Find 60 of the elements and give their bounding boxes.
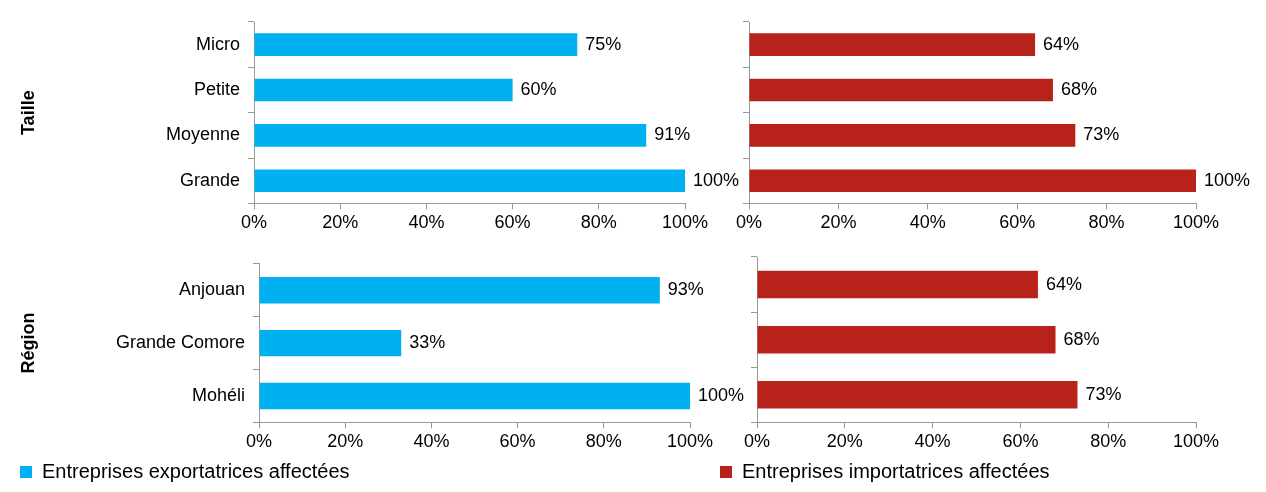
x-tick-label: 100% bbox=[1172, 431, 1220, 452]
x-tick-label: 20% bbox=[826, 431, 863, 452]
bar bbox=[259, 329, 402, 357]
data-label: 64% bbox=[1045, 273, 1082, 294]
data-label: 73% bbox=[1085, 383, 1122, 404]
y-tick-label: Petite bbox=[193, 78, 240, 99]
x-tick-label: 0% bbox=[743, 431, 771, 452]
data-label: 100% bbox=[1204, 169, 1251, 190]
x-tick-label: 40% bbox=[909, 212, 946, 233]
x-tick-label: 60% bbox=[499, 431, 536, 452]
x-tick-label: 60% bbox=[999, 212, 1036, 233]
x-tick-label: 60% bbox=[1002, 431, 1039, 452]
data-label: 100% bbox=[693, 169, 740, 190]
data-label: 68% bbox=[1063, 328, 1100, 349]
bar bbox=[254, 33, 578, 57]
x-tick-label: 20% bbox=[327, 431, 364, 452]
data-label: 73% bbox=[1083, 124, 1120, 145]
x-tick-label: 40% bbox=[914, 431, 951, 452]
x-tick-label: 60% bbox=[494, 212, 531, 233]
bar bbox=[254, 124, 647, 147]
x-tick-label: 80% bbox=[585, 431, 622, 452]
data-label: 93% bbox=[667, 279, 704, 300]
x-tick-label: 40% bbox=[413, 431, 450, 452]
bar bbox=[254, 169, 685, 193]
x-tick-label: 80% bbox=[580, 212, 617, 233]
x-tick-label: 20% bbox=[820, 212, 857, 233]
x-tick-label: 0% bbox=[245, 431, 273, 452]
x-tick-label: 80% bbox=[1088, 212, 1125, 233]
data-label: 33% bbox=[409, 332, 446, 353]
bar bbox=[749, 124, 1076, 147]
data-label: 91% bbox=[654, 124, 691, 145]
legend-label: Entreprises exportatrices affectées bbox=[42, 459, 350, 482]
data-label: 100% bbox=[698, 384, 745, 405]
y-tick-label: Mohéli bbox=[191, 384, 245, 405]
data-label: 64% bbox=[1043, 33, 1080, 54]
y-axis-title: Taille bbox=[17, 90, 38, 136]
x-tick-label: 0% bbox=[735, 212, 763, 233]
x-tick-label: 0% bbox=[240, 212, 268, 233]
bar bbox=[749, 33, 1036, 57]
data-label: 75% bbox=[585, 33, 622, 54]
bar bbox=[749, 169, 1196, 193]
y-tick-label: Moyenne bbox=[165, 124, 240, 145]
y-tick-label: Micro bbox=[196, 33, 240, 54]
x-tick-label: 100% bbox=[666, 431, 714, 452]
y-tick-label: Anjouan bbox=[178, 279, 245, 300]
bar bbox=[749, 78, 1053, 102]
x-tick-label: 100% bbox=[1172, 212, 1220, 233]
y-axis-title: Région bbox=[17, 312, 38, 374]
x-tick-label: 20% bbox=[322, 212, 359, 233]
y-tick-label: Grande Comore bbox=[115, 332, 245, 353]
legend-label: Entreprises importatrices affectées bbox=[742, 459, 1050, 482]
y-tick-label: Grande bbox=[179, 169, 240, 190]
bar bbox=[259, 382, 690, 410]
x-tick-label: 100% bbox=[661, 212, 709, 233]
data-label: 68% bbox=[1060, 78, 1097, 99]
bar bbox=[259, 277, 660, 304]
x-tick-label: 80% bbox=[1090, 431, 1127, 452]
bar bbox=[254, 78, 513, 102]
data-label: 60% bbox=[520, 78, 557, 99]
x-tick-label: 40% bbox=[408, 212, 445, 233]
